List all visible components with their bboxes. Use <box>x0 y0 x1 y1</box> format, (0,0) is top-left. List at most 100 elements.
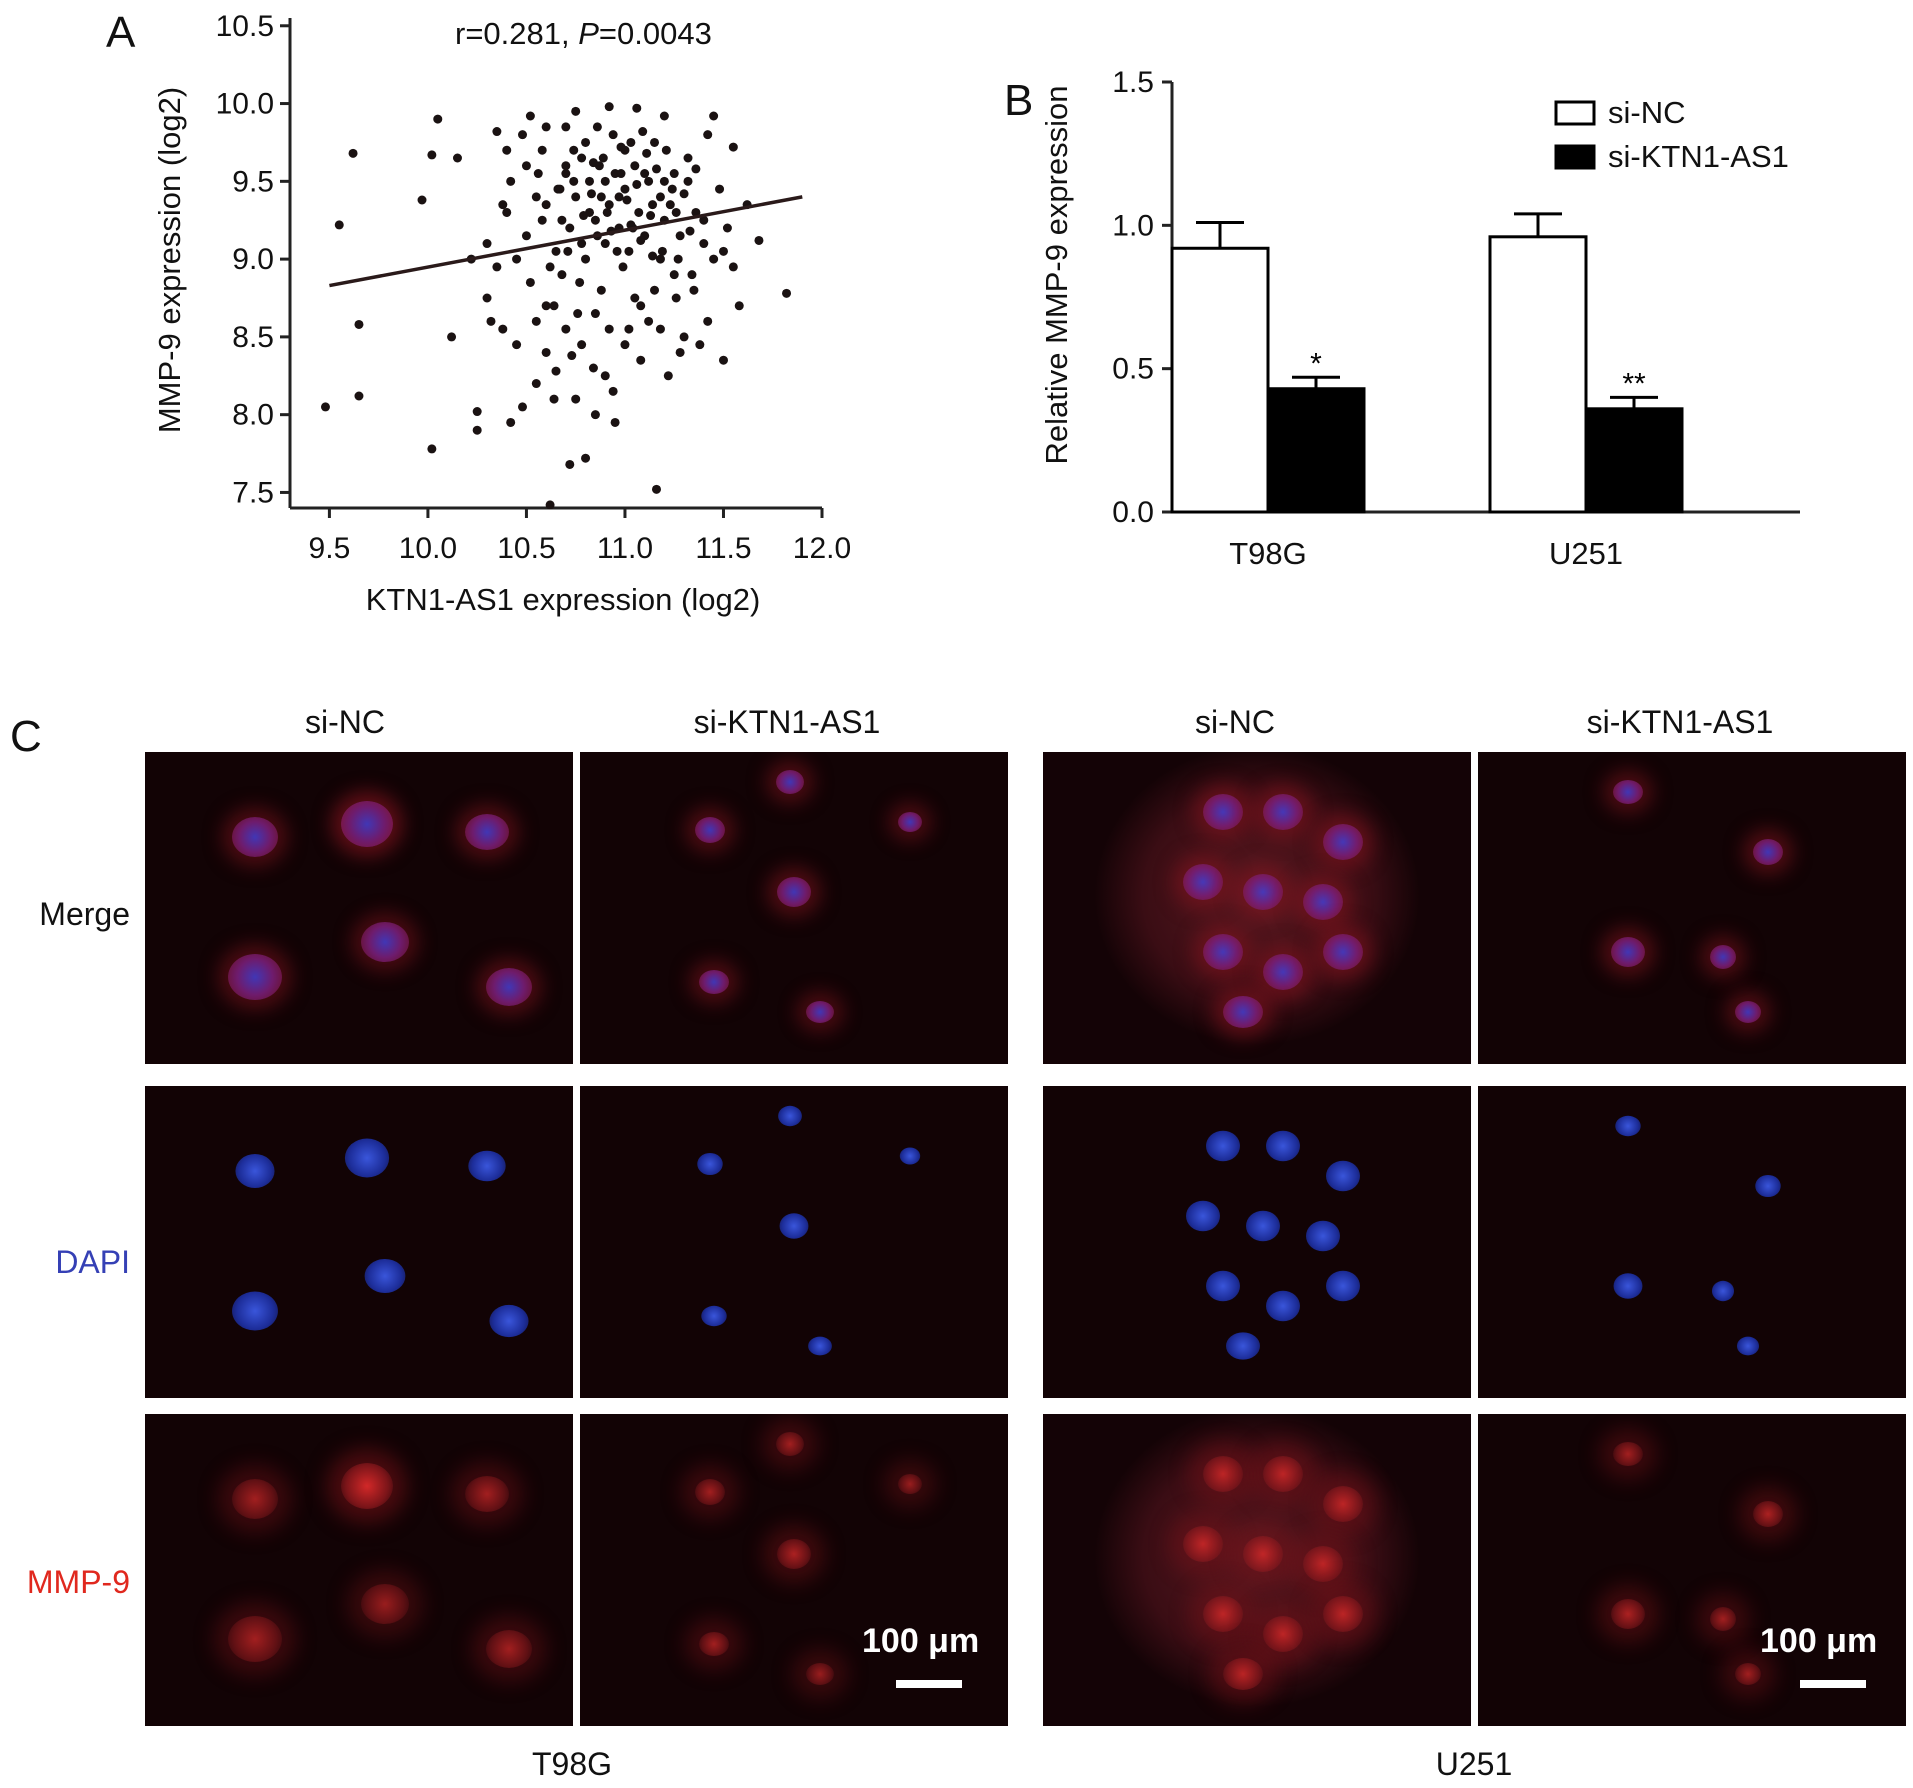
legend-label: si-KTN1-AS1 <box>1608 139 1789 174</box>
scatter-point <box>646 211 656 221</box>
scatter-point <box>533 169 543 179</box>
cell-dapi <box>364 1259 406 1293</box>
scatter-point <box>581 453 591 463</box>
scatter-point <box>502 207 512 217</box>
scatter-y-tick-label: 8.0 <box>232 399 274 432</box>
bar-category-label: U251 <box>1549 536 1623 571</box>
cell-mmp9 <box>1323 1596 1363 1632</box>
scatter-point <box>531 379 541 389</box>
scatter-point <box>567 351 577 361</box>
scatter-point <box>354 391 364 401</box>
cell-dapi <box>1711 1280 1735 1302</box>
scatter-y-tick-label: 10.5 <box>216 10 274 43</box>
scatter-point <box>614 192 624 202</box>
scatter-y-tick-label: 9.5 <box>232 165 274 198</box>
legend-swatch <box>1554 100 1596 126</box>
scatter-point <box>555 184 565 194</box>
scatter-point <box>608 386 618 396</box>
scatter-plot: 9.5 10.0 10.5 11.0 11.5 12.0 7.5 8.0 8.5 9.0 9.5 10… <box>152 10 852 617</box>
cell-mmp9 <box>465 1476 509 1512</box>
scatter-point <box>718 246 728 256</box>
scatter-point <box>537 145 547 155</box>
col-head-t98g-si-nc: si-NC <box>305 704 385 740</box>
scatter-point <box>604 324 614 334</box>
bar-chart: 0.0 0.5 1.0 1.5 * T98G ** U251 si-NC si-KTN1-AS… <box>1039 66 1800 571</box>
scatter-point <box>541 301 551 311</box>
cell-mmp9 <box>898 1474 922 1494</box>
scale-bar-u251 <box>1800 1680 1866 1688</box>
scatter-point <box>561 161 571 171</box>
scatter-point <box>551 246 561 256</box>
scatter-point <box>498 324 508 334</box>
scatter-point <box>683 176 693 186</box>
scatter-point <box>486 316 496 326</box>
cell-merge <box>341 801 393 847</box>
scatter-point <box>598 153 608 163</box>
micrograph-mmp9-4 <box>1478 1414 1906 1726</box>
cell-dapi <box>1736 1336 1760 1356</box>
scatter-point <box>608 130 618 140</box>
scatter-point <box>659 111 669 121</box>
cell-merge <box>1203 934 1243 970</box>
scatter-point <box>590 309 600 319</box>
scatter-regression-line <box>329 195 803 288</box>
micrograph-merge-3 <box>1043 752 1471 1064</box>
cell-dapi <box>1246 1210 1280 1242</box>
col-head-u251-si-ktn1-as1: si-KTN1-AS1 <box>1586 704 1774 740</box>
cell-dapi <box>1186 1200 1220 1232</box>
scatter-point <box>679 189 689 199</box>
micrograph-mmp9-1 <box>145 1414 573 1726</box>
scale-bar-label-u251: 100 μm <box>1760 1622 1878 1660</box>
cell-merge <box>1303 884 1343 920</box>
scatter-point <box>525 277 535 287</box>
scatter-point <box>590 215 600 225</box>
scatter-point <box>679 332 689 342</box>
cell-merge <box>806 1001 834 1023</box>
scatter-point <box>506 176 516 186</box>
micrograph-merge-4 <box>1478 752 1906 1064</box>
scale-bar-t98g <box>896 1680 962 1688</box>
cell-merge <box>1323 934 1363 970</box>
scatter-point <box>728 262 738 272</box>
scatter-y-tick-label: 8.5 <box>232 321 274 354</box>
scatter-point <box>602 207 612 217</box>
scatter-point <box>541 122 551 132</box>
scatter-axes: 9.5 10.0 10.5 11.0 11.5 12.0 7.5 8.0 8.5 9.0 9.5 10… <box>216 10 852 565</box>
bar-y-tick-label: 1.0 <box>1112 209 1154 242</box>
cell-dapi <box>701 1305 727 1327</box>
cell-merge <box>465 814 509 850</box>
scatter-point <box>571 394 581 404</box>
scatter-y-tick-label: 10.0 <box>216 88 274 121</box>
scatter-point <box>624 324 634 334</box>
scatter-point <box>541 347 551 357</box>
cell-dapi <box>232 1291 278 1331</box>
scatter-point <box>659 176 669 186</box>
cell-merge <box>1263 954 1303 990</box>
scatter-point <box>675 231 685 241</box>
scatter-point <box>630 293 640 303</box>
scatter-point <box>671 207 681 217</box>
cell-merge <box>1223 996 1263 1028</box>
scatter-x-tick-label: 10.0 <box>399 532 457 565</box>
scatter-point <box>638 127 648 137</box>
cell-merge <box>695 817 725 843</box>
scatter-x-tick-label: 11.5 <box>695 532 751 565</box>
scatter-point <box>549 394 559 404</box>
scatter-point <box>651 484 661 494</box>
cell-mmp9 <box>776 1432 804 1456</box>
scatter-point <box>699 239 709 249</box>
cell-merge <box>232 817 278 857</box>
scatter-point <box>472 407 482 417</box>
scatter-point <box>782 288 792 298</box>
scatter-point <box>563 246 573 256</box>
scatter-point <box>447 332 457 342</box>
cell-dapi <box>1226 1332 1260 1360</box>
scatter-point <box>644 316 654 326</box>
scatter-point <box>551 366 561 376</box>
scatter-point <box>596 192 606 202</box>
cell-dapi <box>489 1304 529 1338</box>
bar-legend: si-NC si-KTN1-AS1 <box>1554 95 1789 174</box>
scatter-point <box>427 150 437 160</box>
scatter-point <box>610 417 620 427</box>
cell-merge <box>1753 839 1783 865</box>
